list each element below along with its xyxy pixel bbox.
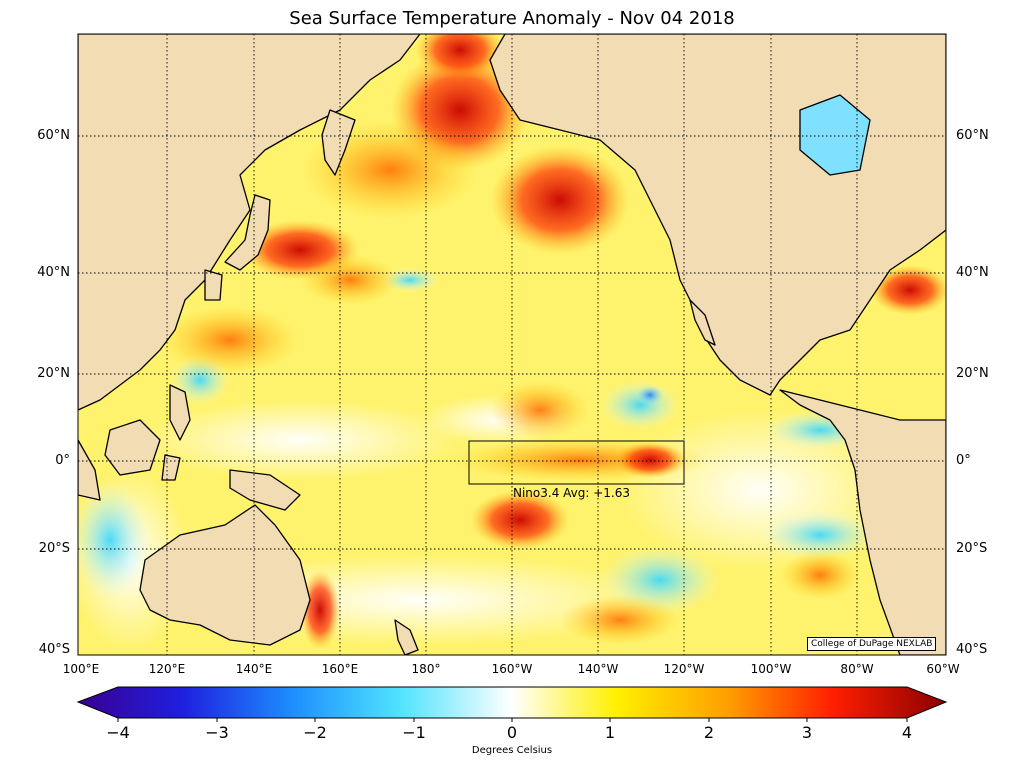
colorbar-tick-neg2: −2	[303, 723, 327, 742]
lat-label-0-right: 0°	[956, 453, 971, 468]
colorbar-tick-1: 1	[604, 723, 616, 742]
philippines	[169, 384, 191, 441]
lat-label-20n-left: 20°N	[37, 366, 70, 381]
colorbar-tick-4: 4	[901, 723, 913, 742]
colorbar-units-label: Degrees Celsius	[471, 745, 553, 756]
lon-label-100e: 100°E	[62, 662, 100, 676]
sumatra	[78, 439, 101, 501]
lon-label-100w: 100°W	[750, 662, 792, 676]
lat-label-0-left: 0°	[55, 453, 70, 468]
graticule	[78, 34, 946, 655]
lon-label-140w: 140°W	[577, 662, 619, 676]
colorbar-tick-neg4: −4	[106, 723, 130, 742]
hudson-bay	[799, 94, 871, 176]
colorbar-tick-neg3: −3	[205, 723, 229, 742]
colorbar	[76, 686, 948, 722]
lat-label-40s-left: 40°S	[38, 642, 70, 657]
lat-label-60n-left: 60°N	[37, 128, 70, 143]
lon-label-80w: 80°W	[840, 662, 874, 676]
lon-label-120w: 120°W	[663, 662, 705, 676]
colorbar-tick-2: 2	[703, 723, 715, 742]
land-masses	[78, 34, 946, 655]
colorbar-tick-3: 3	[801, 723, 813, 742]
lat-label-20n-right: 20°N	[956, 366, 989, 381]
asia-landmass	[78, 34, 421, 411]
lat-label-40n-left: 40°N	[37, 265, 70, 280]
lon-label-160e: 160°E	[321, 662, 359, 676]
kamchatka	[321, 109, 356, 176]
page-title: Sea Surface Temperature Anomaly - Nov 04…	[289, 8, 735, 29]
lon-label-120e: 120°E	[148, 662, 186, 676]
lon-label-140e: 140°E	[235, 662, 273, 676]
colorbar-tick-0: 0	[506, 723, 518, 742]
lon-label-160w: 160°W	[491, 662, 533, 676]
lat-label-40s-right: 40°S	[956, 642, 988, 657]
colorbar-tick-neg1: −1	[402, 723, 426, 742]
lat-label-40n-right: 40°N	[956, 265, 989, 280]
lon-label-60w: 60°W	[926, 662, 960, 676]
new-zealand	[394, 619, 419, 655]
nino34-region-box	[468, 440, 685, 485]
japan	[224, 194, 271, 271]
lat-label-60n-right: 60°N	[956, 128, 989, 143]
lat-label-20s-left: 20°S	[38, 541, 70, 556]
nino34-average-label: Nino3.4 Avg: +1.63	[513, 486, 631, 500]
australia	[139, 504, 311, 646]
korea	[204, 269, 223, 301]
lat-label-20s-right: 20°S	[956, 541, 988, 556]
new-guinea	[229, 469, 301, 511]
map-border	[77, 33, 947, 656]
credit-label: College of DuPage NEXLAB	[807, 637, 937, 651]
baja-california	[689, 299, 716, 346]
lon-label-180: 180°	[411, 662, 441, 676]
south-america	[779, 389, 946, 655]
